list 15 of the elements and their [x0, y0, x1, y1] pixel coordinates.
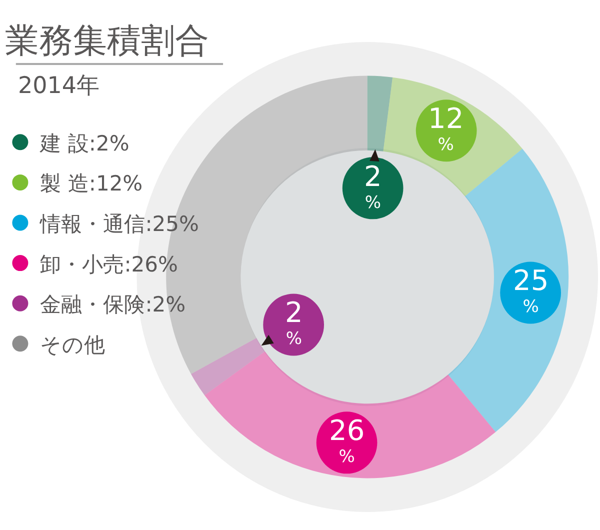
data-label: 12%: [428, 102, 464, 156]
legend-label: 建 設:2%: [39, 131, 130, 156]
data-label: 25%: [513, 264, 549, 318]
legend-label: 金融・保険:2%: [40, 292, 186, 317]
data-label: 2%: [285, 296, 303, 350]
legend-label: 情報・通信:25%: [39, 212, 199, 236]
legend-label: その他: [40, 332, 106, 357]
chart-title: 業務集積割合: [5, 20, 209, 61]
donut-slice: [190, 338, 265, 396]
data-label: 2%: [364, 160, 382, 214]
legend-label: 卸・小売:26%: [40, 252, 178, 276]
data-label: 26%: [329, 414, 365, 468]
donut-slice: [367, 76, 393, 152]
chart-subtitle: 2014年: [18, 73, 100, 99]
legend-label: 製 造:12%: [40, 172, 143, 196]
